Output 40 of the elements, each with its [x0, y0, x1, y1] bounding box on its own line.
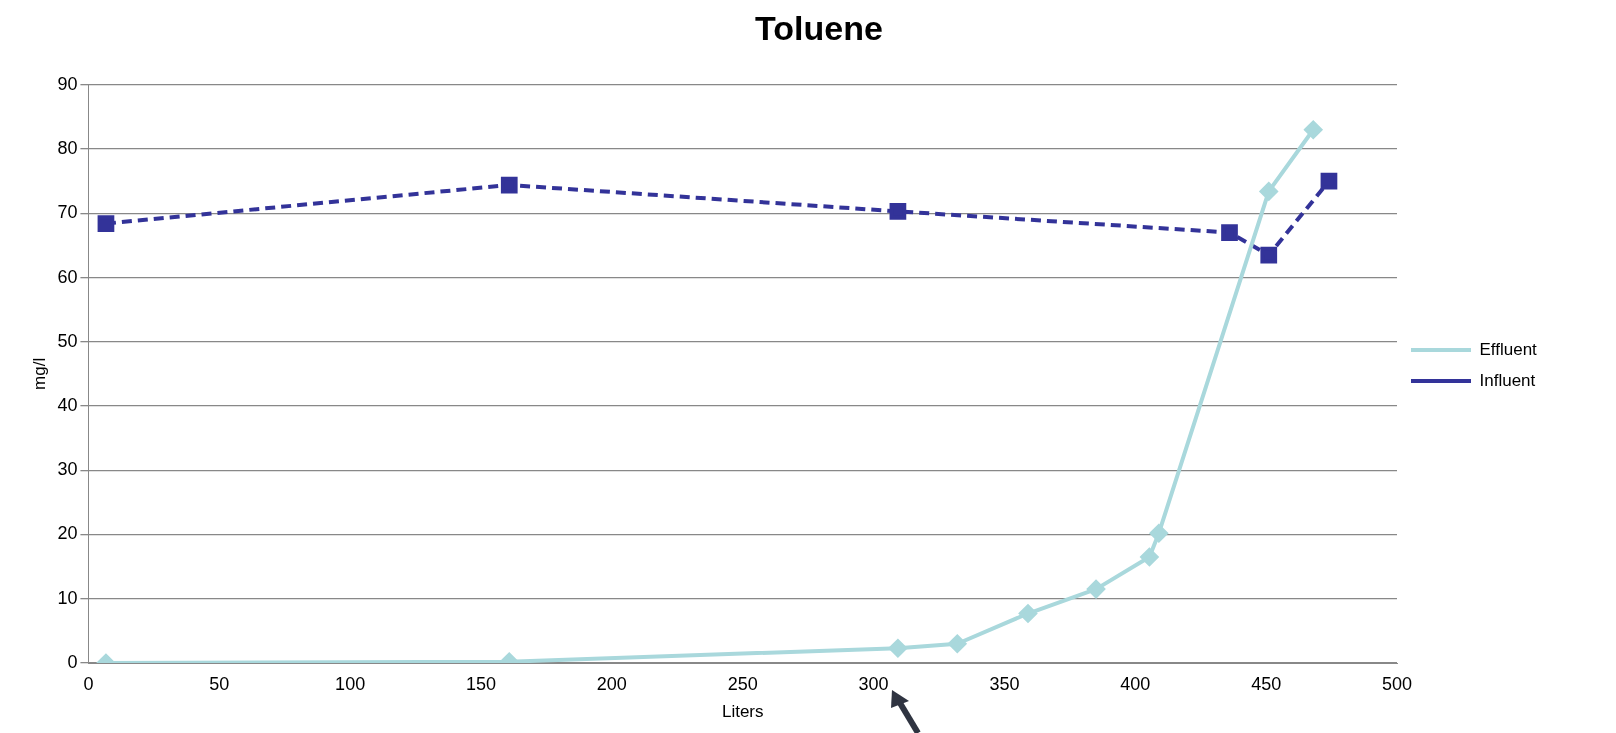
x-tick-label: 300	[858, 673, 889, 694]
legend-label: Effluent	[1479, 339, 1538, 359]
point	[889, 203, 907, 220]
point	[1018, 604, 1037, 623]
x-tick-label: 150	[465, 673, 497, 694]
y-tick-label: 50	[57, 330, 78, 351]
point	[1087, 580, 1106, 599]
y-axis-title: mg/l	[29, 357, 49, 390]
y-tick-label: 90	[57, 73, 78, 94]
chart-title: Toluene	[755, 8, 883, 47]
point	[1260, 246, 1278, 264]
x-tick-label: 400	[1120, 673, 1151, 694]
y-tick-label: 20	[57, 523, 78, 544]
legend-label: Influent	[1479, 370, 1536, 390]
point	[1304, 120, 1323, 139]
y-tick-label: 0	[67, 651, 78, 672]
x-tick-label: 250	[727, 673, 758, 694]
point	[948, 634, 967, 653]
y-tick-label: 30	[57, 459, 78, 480]
point	[500, 176, 518, 194]
x-tick-label: 50	[209, 673, 230, 694]
y-tick-label: 40	[57, 394, 78, 415]
x-axis-title: Liters	[721, 702, 764, 722]
y-tick-label: 80	[57, 138, 78, 159]
x-tick-label: 500	[1381, 673, 1413, 694]
x-tick-label: 350	[989, 673, 1020, 694]
x-tick-label: 100	[335, 673, 366, 694]
x-tick-label: 0	[83, 673, 94, 694]
point	[1149, 524, 1168, 543]
x-tick-label: 450	[1251, 673, 1282, 694]
point	[1221, 224, 1238, 241]
y-tick-label: 60	[57, 266, 78, 287]
point	[1320, 172, 1338, 190]
point	[888, 639, 907, 658]
y-tick-label: 10	[57, 587, 78, 608]
point	[1140, 548, 1159, 566]
point	[1259, 182, 1278, 201]
x-tick-label: 200	[596, 673, 627, 694]
point	[97, 215, 115, 232]
y-tick-label: 70	[57, 202, 78, 223]
